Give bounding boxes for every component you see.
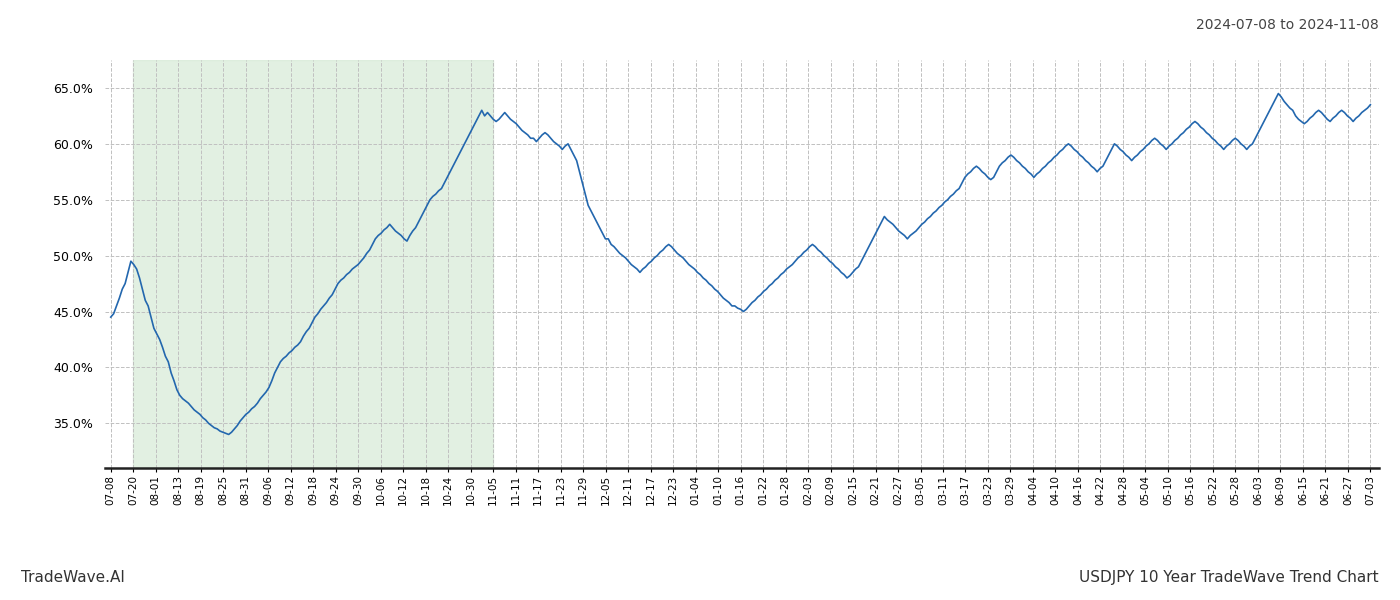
Text: TradeWave.AI: TradeWave.AI [21,570,125,585]
Text: 2024-07-08 to 2024-11-08: 2024-07-08 to 2024-11-08 [1196,18,1379,32]
Text: USDJPY 10 Year TradeWave Trend Chart: USDJPY 10 Year TradeWave Trend Chart [1079,570,1379,585]
Bar [133,60,493,468]
